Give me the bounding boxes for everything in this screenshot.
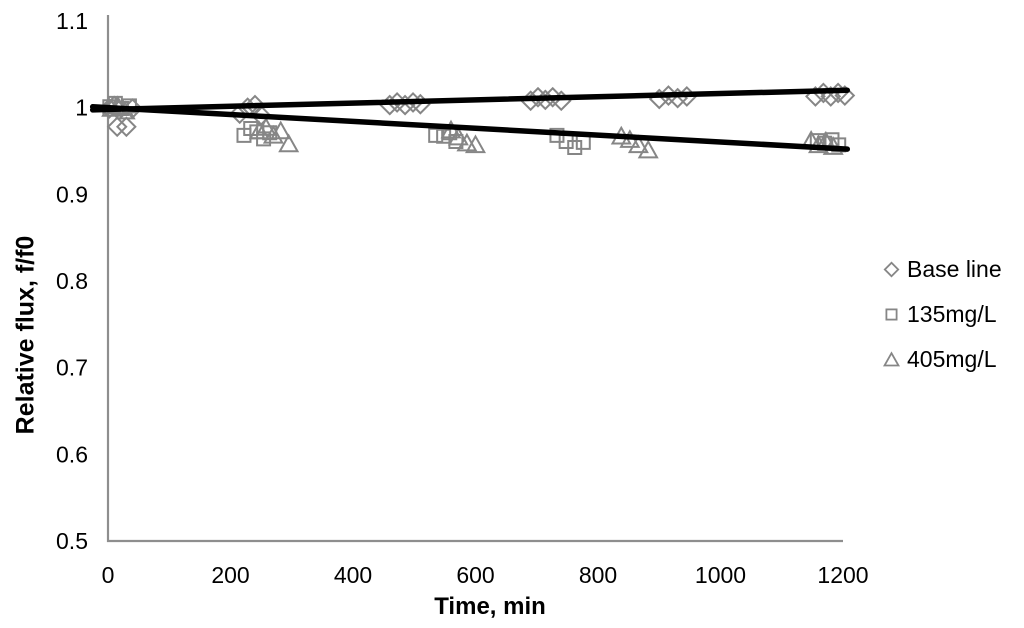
x-tick-label: 400 (334, 562, 372, 588)
diamond-data-marker (527, 86, 549, 108)
triangle-data-marker (464, 134, 487, 154)
triangle-data-marker (262, 124, 284, 144)
x-axis-title: Time, min (434, 593, 546, 620)
y-tick-label: 0.9 (56, 181, 88, 207)
diamond-data-marker (115, 116, 137, 138)
y-tick-label: 0.5 (56, 528, 88, 554)
x-tick-label: 1000 (695, 562, 746, 588)
legend-item-135mgl: 135mg/L (883, 292, 1002, 337)
triangle-data-marker (278, 133, 300, 153)
axis-lines (106, 15, 843, 543)
square-data-marker (549, 127, 565, 143)
square-data-marker (428, 127, 444, 143)
x-tick-label: 800 (579, 562, 617, 588)
diamond-data-marker (229, 103, 251, 125)
diamond-marker-icon (883, 261, 900, 278)
square-marker-icon (885, 308, 898, 321)
diamond-data-marker (550, 90, 572, 112)
legend-item-base-line: Base line (883, 247, 1002, 292)
triangle-data-marker (807, 134, 830, 154)
legend-label: 135mg/L (907, 301, 997, 327)
square-data-marker (236, 127, 252, 143)
triangle-marker-icon (883, 351, 900, 367)
y-tick-label: 0.6 (56, 441, 88, 467)
triangle-data-marker (447, 126, 469, 146)
trend-line (89, 104, 851, 152)
y-tick-label: 1.1 (56, 8, 88, 34)
trend-line (89, 87, 851, 113)
triangle-data-marker (637, 139, 659, 159)
triangle-data-marker (255, 117, 277, 136)
x-tick-label: 600 (456, 562, 494, 588)
triangle-data-marker (270, 120, 292, 140)
x-tick-label: 200 (211, 562, 249, 588)
legend-item-405mgl: 405mg/L (883, 337, 1002, 382)
square-data-marker (575, 134, 591, 150)
legend: Base line 135mg/L 405mg/L (883, 247, 1002, 382)
triangle-data-marker (627, 134, 649, 154)
y-tick-label: 0.7 (56, 355, 88, 381)
legend-label: Base line (907, 256, 1002, 282)
diamond-data-marker (106, 116, 128, 138)
x-tick-label: 1200 (817, 562, 868, 588)
legend-label: 405mg/L (907, 346, 997, 372)
y-axis-title: Relative flux, f/f0 (11, 235, 40, 435)
y-tick-label: 0.8 (56, 268, 88, 294)
x-tick-label: 0 (102, 562, 115, 588)
triangle-data-marker (248, 120, 270, 140)
y-tick-label: 1 (75, 95, 88, 121)
